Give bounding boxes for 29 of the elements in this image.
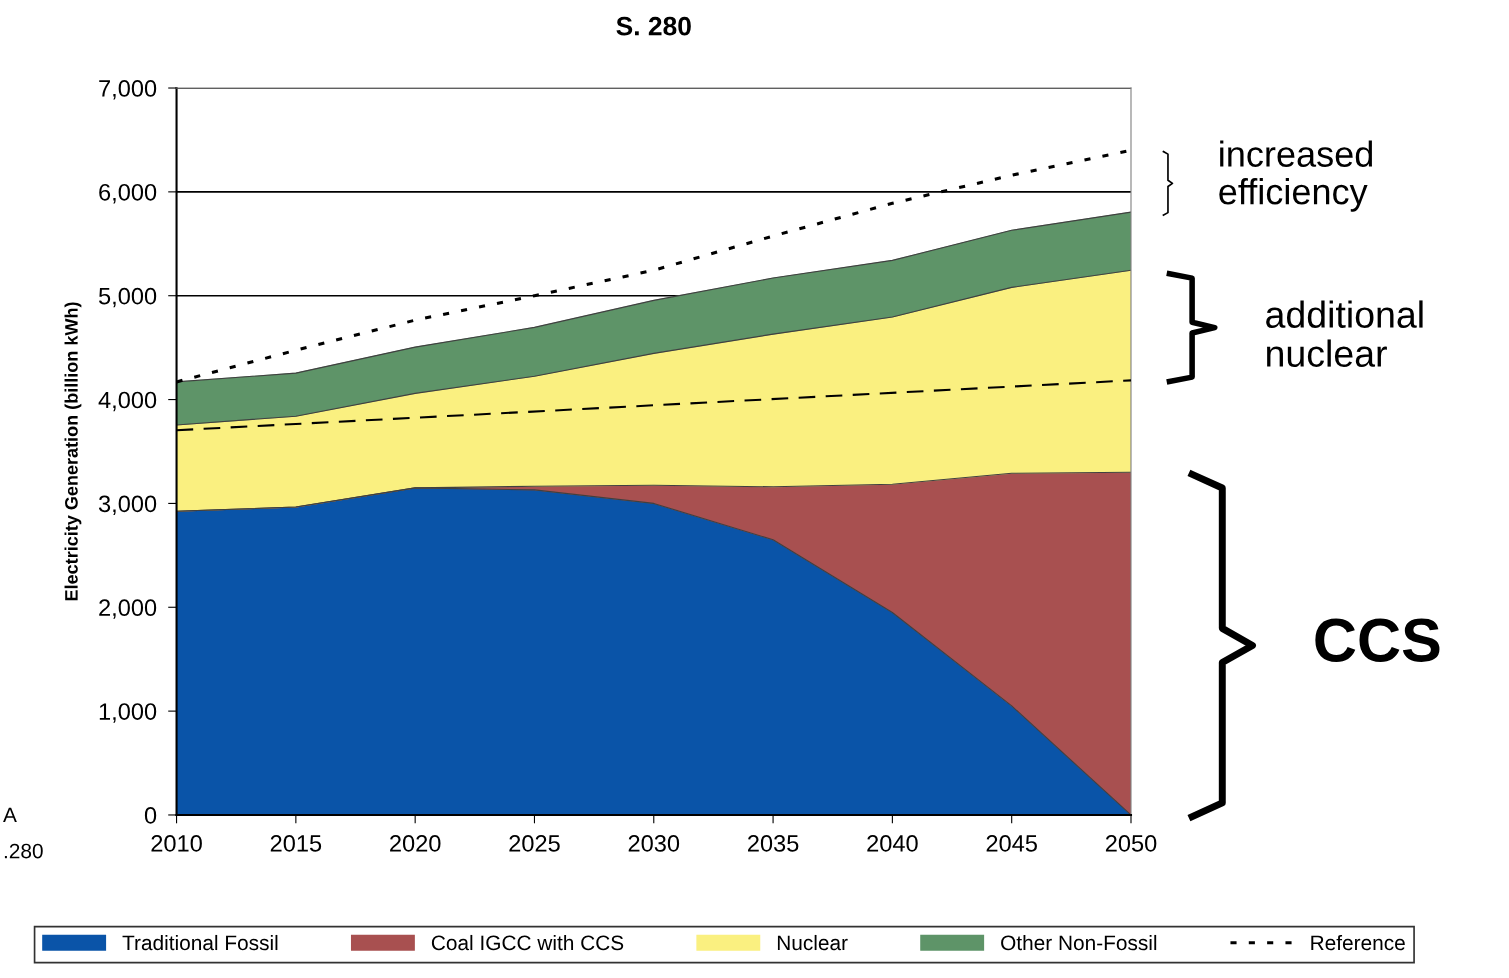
chart-title: S. 280 <box>616 16 691 36</box>
legend-label: Reference <box>1311 934 1405 951</box>
x-tick-label: 2045 <box>986 835 1037 852</box>
x-tick-label: 2050 <box>1105 835 1157 852</box>
legend-label: Coal IGCC with CCS <box>431 934 624 951</box>
y-tick-label: 6,000 <box>99 183 157 204</box>
text: CCS <box>1315 618 1440 662</box>
y-tick-label: 7,000 <box>99 80 157 100</box>
text: A <box>3 807 17 823</box>
x-tick-label: 2035 <box>748 835 799 852</box>
x-tick-label: 2020 <box>390 835 441 852</box>
x-tick-label: 2025 <box>509 835 560 852</box>
x-tick-label: 2030 <box>628 835 680 852</box>
x-tick-label: 2015 <box>270 835 322 852</box>
y-axis-title: Electricity Generation (billion kWh) <box>64 302 82 601</box>
legend-label: Traditional Fossil <box>122 934 278 951</box>
x-tick-label: 2010 <box>151 835 202 852</box>
y-tick-label: 2,000 <box>99 599 157 619</box>
y-tick-label: 4,000 <box>98 391 157 412</box>
y-tick-label: 5,000 <box>98 287 157 308</box>
legend-label: Other Non-Fossil <box>1001 934 1157 951</box>
text: increased efficiency <box>1219 140 1373 212</box>
x-tick-label: 2040 <box>867 835 918 852</box>
y-tick-label: 3,000 <box>98 495 157 515</box>
text: additional nuclear <box>1266 300 1423 367</box>
legend-label: Nuclear <box>777 934 848 951</box>
y-tick-label: 1,000 <box>99 703 157 723</box>
y-tick-label: 0 <box>144 807 157 824</box>
text: .280 <box>4 843 43 859</box>
